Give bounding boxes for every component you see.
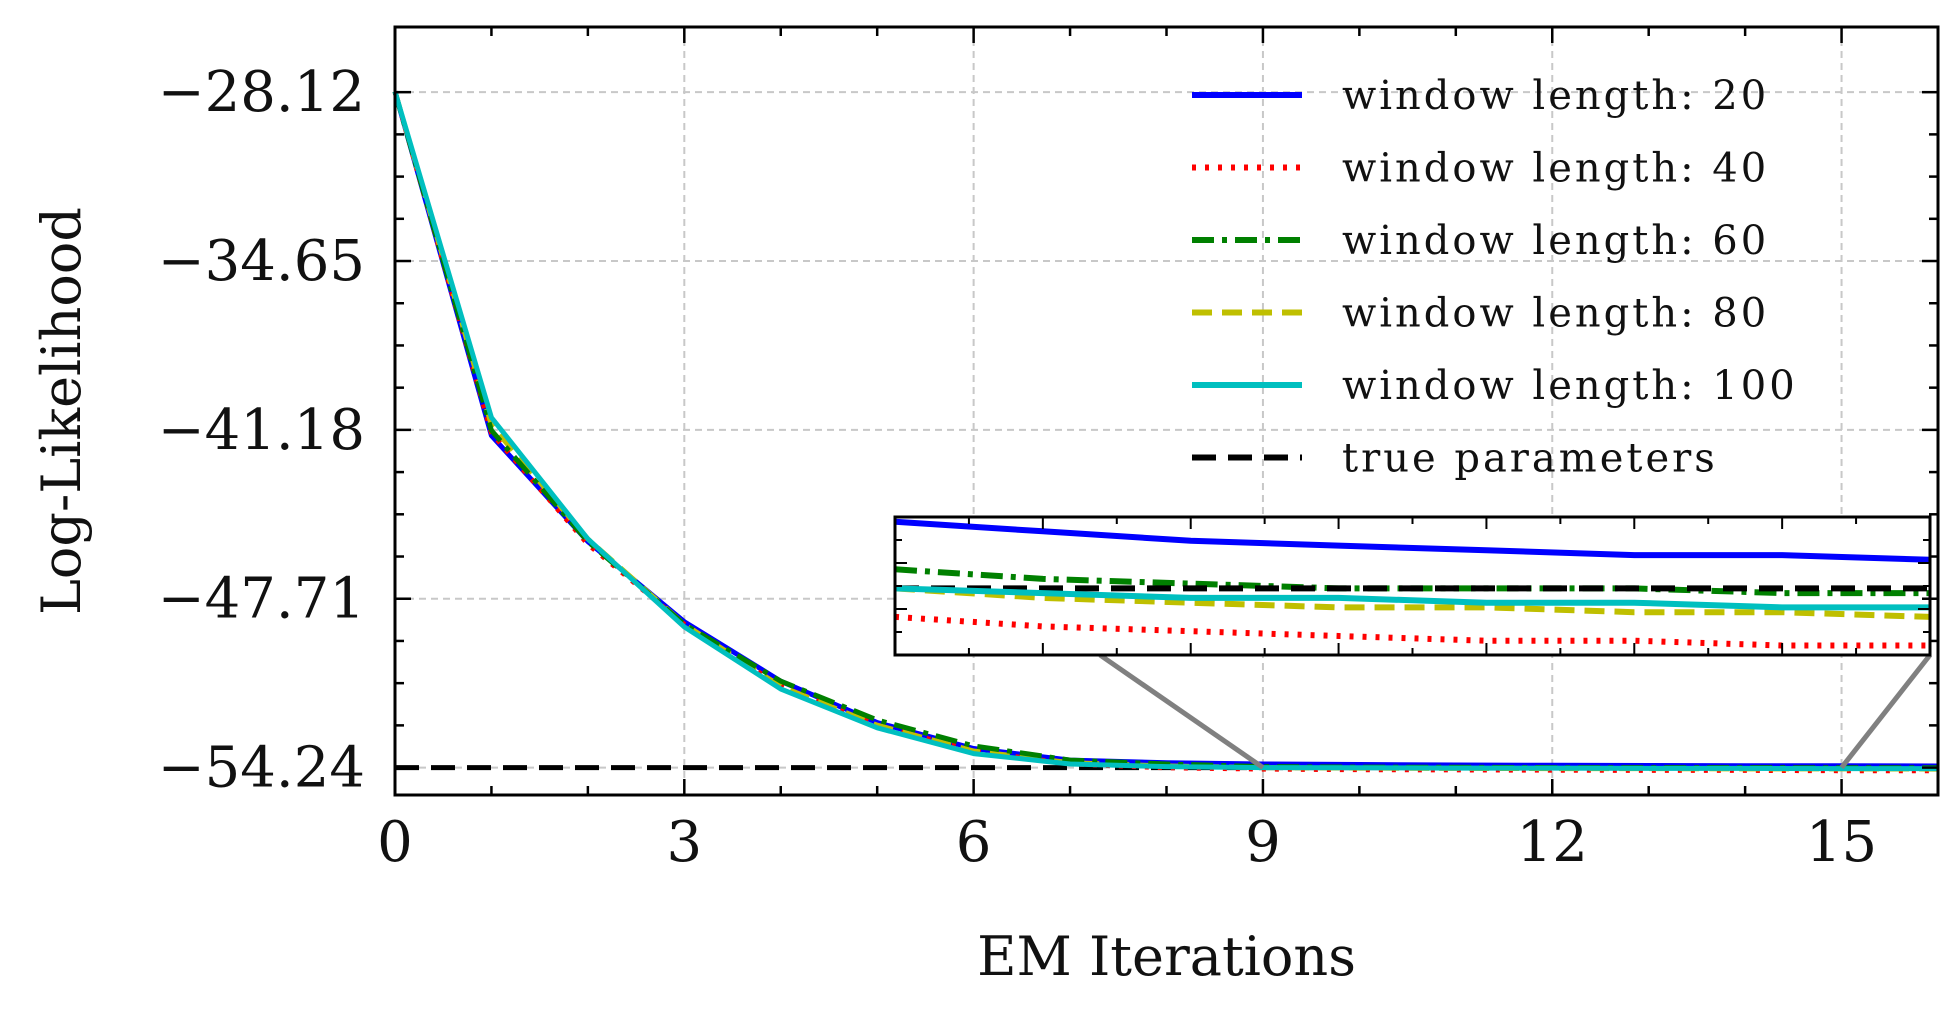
legend: window length: 20 window length: 40 window…	[1192, 73, 1798, 482]
axes: 0 3 6 9 12 15 −28.12 −34.65 −41.18 −47.71 −54.24	[158, 25, 1940, 875]
y-tick-label: −54.24	[158, 736, 365, 801]
inset-connectors	[1098, 652, 1932, 770]
inset-series-line	[895, 585, 1930, 611]
inset-series-line	[895, 613, 1930, 649]
legend-label: window length: 100	[1342, 363, 1798, 409]
inset-series	[895, 518, 1930, 649]
x-tick-label: 0	[377, 810, 413, 875]
y-tick-label: −47.71	[158, 567, 365, 632]
zoom-inset	[893, 515, 1932, 657]
legend-label: window length: 40	[1342, 146, 1769, 192]
x-tick-label: 15	[1806, 810, 1877, 875]
series-lines	[392, 90, 1939, 774]
legend-label: window length: 60	[1342, 218, 1769, 264]
inset-series-line	[895, 518, 1930, 563]
inset-connector	[1098, 652, 1265, 770]
x-axis-title: EM Iterations	[977, 925, 1356, 988]
legend-label: window length: 20	[1342, 73, 1769, 119]
legend-label: true parameters	[1342, 436, 1718, 482]
x-tick-label: 9	[1245, 810, 1281, 875]
series-line	[392, 90, 1938, 772]
x-tick-label: 3	[666, 810, 702, 875]
y-axis-title: Log-Likelihood	[30, 207, 93, 615]
x-tick-label: 12	[1517, 810, 1588, 875]
series-line	[392, 90, 1938, 774]
plot-frame	[393, 25, 1940, 797]
x-tick-label: 6	[956, 810, 992, 875]
grid	[395, 27, 1938, 795]
inset-connector	[1839, 653, 1932, 770]
y-tick-label: −41.18	[158, 398, 365, 463]
legend-label: window length: 80	[1342, 291, 1769, 337]
inset-series-line	[895, 585, 1930, 620]
series-line	[392, 90, 1939, 769]
y-tick-label: −28.12	[158, 60, 365, 125]
y-tick-label: −34.65	[158, 229, 365, 294]
